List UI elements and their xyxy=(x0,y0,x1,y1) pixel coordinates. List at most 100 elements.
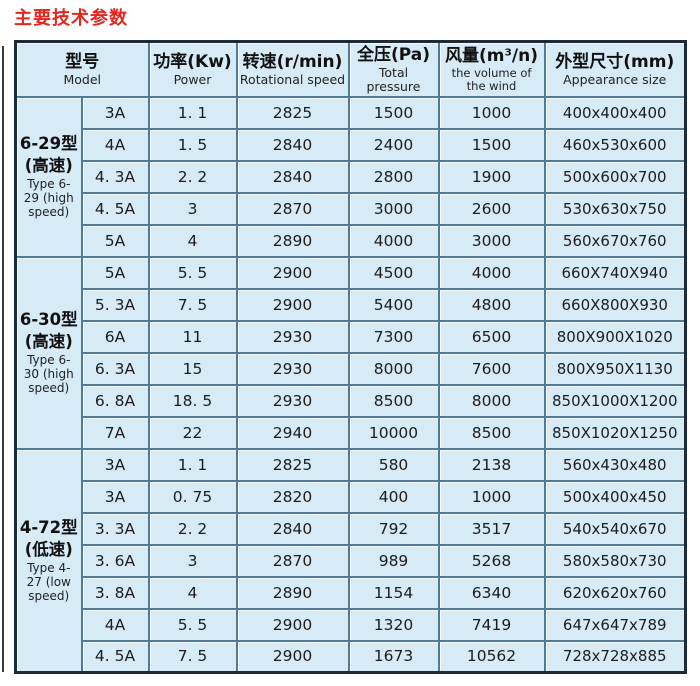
table-row: 5. 3A 7. 5 2900 5400 4800 660X800X930 xyxy=(16,287,687,322)
header-volume-en: the volume of the wind xyxy=(451,66,532,93)
header-size-en: Appearance size xyxy=(563,72,667,87)
cell-pressure: 1500 xyxy=(347,95,440,130)
cell-pressure: 7300 xyxy=(347,319,440,354)
cell-speed: 2825 xyxy=(235,447,350,482)
cell-power: 3 xyxy=(147,191,238,226)
cell-size: 647x647x789 xyxy=(543,607,687,642)
cell-volume: 8500 xyxy=(437,415,546,450)
table-row: 6A 11 2930 7300 6500 800X900X1020 xyxy=(16,319,687,354)
cell-volume: 7419 xyxy=(437,607,546,642)
cell-size: 850X1020X1250 xyxy=(543,415,687,450)
table-row: 4. 3A 2. 2 2840 2800 1900 500x600x700 xyxy=(16,159,687,194)
cell-speed: 2930 xyxy=(235,351,350,386)
cell-power: 1. 5 xyxy=(147,127,238,162)
cell-speed: 2900 xyxy=(235,639,350,674)
cell-size: 400x400x400 xyxy=(543,95,687,130)
header-volume: 风量(m³/n) the volume of the wind xyxy=(437,40,546,98)
cell-model: 4. 5A xyxy=(80,639,150,674)
cell-speed: 2930 xyxy=(235,319,350,354)
cell-power: 7. 5 xyxy=(147,287,238,322)
header-row: 型号 Model 功率(Kw) Power 转速(r/min) Rotation… xyxy=(14,40,687,98)
cell-speed: 2890 xyxy=(235,575,350,610)
model-group-zh: 6-30型 xyxy=(19,310,78,330)
cell-size: 540x540x670 xyxy=(543,511,687,546)
cell-size: 500x400x450 xyxy=(543,479,687,514)
cell-pressure: 5400 xyxy=(347,287,440,322)
cell-speed: 2870 xyxy=(235,191,350,226)
cell-model: 7A xyxy=(80,415,150,450)
cell-volume: 1500 xyxy=(437,127,546,162)
cell-pressure: 2400 xyxy=(347,127,440,162)
table-header: 型号 Model 功率(Kw) Power 转速(r/min) Rotation… xyxy=(14,40,687,98)
table-row: 6. 8A 18. 5 2930 8500 8000 850X1000X1200 xyxy=(16,383,687,418)
cell-pressure: 4500 xyxy=(347,255,440,290)
cell-model: 3. 3A xyxy=(80,511,150,546)
cell-model: 4A xyxy=(80,607,150,642)
cell-size: 620x620x760 xyxy=(543,575,687,610)
table-row: 4. 5A 3 2870 3000 2600 530x630x750 xyxy=(16,191,687,226)
cell-speed: 2890 xyxy=(235,223,350,258)
header-size: 外型尺寸(mm) Appearance size xyxy=(543,40,687,98)
cell-pressure: 8000 xyxy=(347,351,440,386)
cell-size: 560x430x480 xyxy=(543,447,687,482)
table-row: 7A 22 2940 10000 8500 850X1020X1250 xyxy=(16,415,687,450)
cell-volume: 2138 xyxy=(437,447,546,482)
header-power-en: Power xyxy=(173,72,212,87)
header-power: 功率(Kw) Power xyxy=(147,40,238,98)
table-row: 3. 8A 4 2890 1154 6340 620x620x760 xyxy=(16,575,687,610)
cell-volume: 6340 xyxy=(437,575,546,610)
table-row: 3A 0. 75 2820 400 1000 500x400x450 xyxy=(16,479,687,514)
cell-pressure: 989 xyxy=(347,543,440,578)
cell-pressure: 1673 xyxy=(347,639,440,674)
cell-power: 1. 1 xyxy=(147,95,238,130)
cell-volume: 3517 xyxy=(437,511,546,546)
cell-speed: 2900 xyxy=(235,255,350,290)
cell-power: 0. 75 xyxy=(147,479,238,514)
model-group-zh: 4-72型 xyxy=(19,518,78,538)
spec-table: 型号 Model 功率(Kw) Power 转速(r/min) Rotation… xyxy=(14,40,687,674)
cell-speed: 2840 xyxy=(235,127,350,162)
table-row: 6-30型 (高速) Type 6-30 (high speed) 5A 5. 5 290… xyxy=(14,255,687,450)
cell-power: 5. 5 xyxy=(147,607,238,642)
cell-model: 3A xyxy=(80,95,150,130)
header-pressure: 全压(Pa) Total pressure xyxy=(347,40,440,98)
model-group-cell: 4-72型 (低速) Type 4-27 (low speed) xyxy=(14,447,83,674)
table-row: 5A 4 2890 4000 3000 560x670x760 xyxy=(16,223,687,258)
cell-pressure: 8500 xyxy=(347,383,440,418)
table-row: 4A 5. 5 2900 1320 7419 647x647x789 xyxy=(16,607,687,642)
cell-power: 7. 5 xyxy=(147,639,238,674)
left-edge-line xyxy=(2,46,4,672)
table-row: 6-29型 (高速) Type 6-29 (high speed) 3A 1. 1 282… xyxy=(14,95,687,258)
cell-volume: 1000 xyxy=(437,479,546,514)
cell-size: 580x580x730 xyxy=(543,543,687,578)
header-model-en: Model xyxy=(63,72,102,87)
cell-size: 728x728x885 xyxy=(543,639,687,674)
cell-model: 5. 3A xyxy=(80,287,150,322)
cell-speed: 2940 xyxy=(235,415,350,450)
header-speed: 转速(r/min) Rotational speed xyxy=(235,40,350,98)
cell-pressure: 792 xyxy=(347,511,440,546)
cell-volume: 4000 xyxy=(437,255,546,290)
cell-power: 4 xyxy=(147,223,238,258)
table-row: 4A 1. 5 2840 2400 1500 460x530x600 xyxy=(16,127,687,162)
cell-speed: 2825 xyxy=(235,95,350,130)
cell-volume: 5268 xyxy=(437,543,546,578)
cell-power: 18. 5 xyxy=(147,383,238,418)
model-group-en: Type 6-30 (high speed) xyxy=(23,353,74,395)
table-row: 3. 6A 3 2870 989 5268 580x580x730 xyxy=(16,543,687,578)
cell-speed: 2900 xyxy=(235,607,350,642)
cell-pressure: 3000 xyxy=(347,191,440,226)
cell-power: 22 xyxy=(147,415,238,450)
cell-model: 4. 5A xyxy=(80,191,150,226)
cell-size: 800X950X1130 xyxy=(543,351,687,386)
cell-volume: 1000 xyxy=(437,95,546,130)
cell-speed: 2870 xyxy=(235,543,350,578)
cell-power: 1. 1 xyxy=(147,447,238,482)
cell-size: 660X740X940 xyxy=(543,255,687,290)
header-speed-zh: 转速(r/min) xyxy=(242,51,343,72)
model-group-zh2: (高速) xyxy=(24,331,73,351)
cell-volume: 10562 xyxy=(437,639,546,674)
cell-pressure: 4000 xyxy=(347,223,440,258)
cell-speed: 2840 xyxy=(235,511,350,546)
cell-power: 11 xyxy=(147,319,238,354)
